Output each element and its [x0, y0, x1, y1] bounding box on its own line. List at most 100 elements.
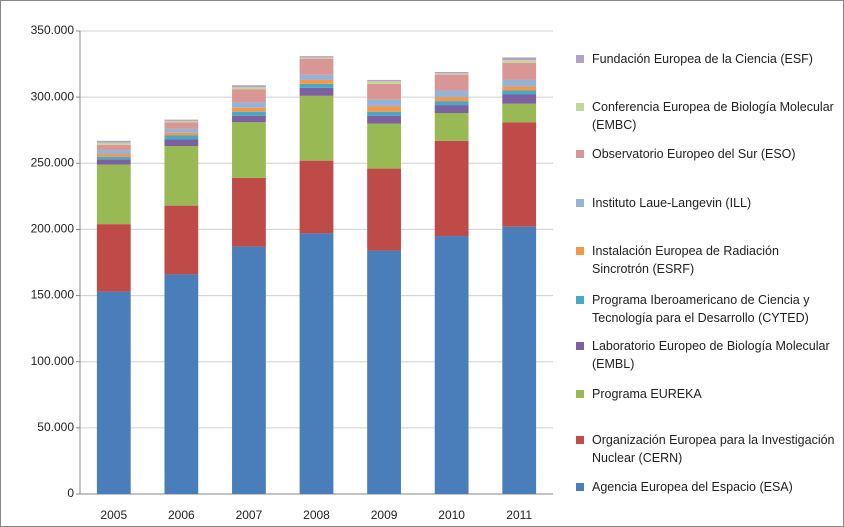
bar-segment [96, 159, 131, 165]
bar-segment [232, 115, 266, 123]
bar-segment [434, 105, 469, 114]
bar-segment [502, 79, 537, 87]
legend-item: Organización Europea para la Investigaci… [576, 431, 838, 467]
bar-segment [164, 132, 199, 136]
bar-segment [164, 128, 199, 133]
bar-segment [232, 107, 266, 112]
legend-item: Instituto Laue-Langevin (ILL) [576, 194, 838, 212]
bar-segment [502, 103, 537, 123]
bar-segment [232, 89, 266, 103]
x-tick-label: 2009 [371, 508, 398, 522]
y-tick-label: 50.000 [37, 420, 74, 434]
bar-segment [164, 205, 199, 275]
bar-segment [502, 60, 537, 63]
bar-segment [299, 74, 334, 80]
legend-swatch [576, 483, 584, 491]
bar-segment [299, 79, 334, 84]
legend-swatch [576, 150, 584, 158]
bar-segment [232, 87, 266, 90]
bar-segment [96, 224, 131, 292]
legend-label: Laboratorio Europeo de Biología Molecula… [592, 339, 830, 371]
bar-segment [434, 72, 469, 74]
legend-item: Observatorio Europeo del Sur (ESO) [576, 145, 838, 163]
bar-segment [299, 83, 334, 88]
y-tick-label: 100.000 [31, 354, 75, 368]
legend-label: Instalación Europea de Radiación Sincrot… [592, 244, 779, 276]
legend-label: Programa Iberoamericano de Ciencia y Tec… [592, 293, 810, 325]
legend-item: Programa Iberoamericano de Ciencia y Tec… [576, 291, 838, 327]
legend-swatch [576, 296, 584, 304]
legend-label: Agencia Europea del Espacio (ESA) [592, 480, 793, 494]
x-tick-label: 2010 [438, 508, 465, 522]
legend-item: Programa EUREKA [576, 385, 838, 403]
x-tick-label: 2006 [168, 508, 195, 522]
legend-label: Fundación Europea de la Ciencia (ESF) [592, 52, 813, 66]
legend-swatch [576, 390, 584, 398]
x-tick-label: 2005 [100, 508, 127, 522]
bar-segment [164, 120, 199, 123]
y-tick-label: 200.000 [31, 222, 75, 236]
bar-segment [367, 115, 401, 124]
y-tick-label: 250.000 [31, 155, 75, 169]
bar-segment [367, 111, 401, 116]
bar-segment [164, 274, 199, 494]
bar-segment [96, 142, 131, 145]
bar-segment [434, 113, 469, 141]
bar-segment [232, 122, 266, 178]
bar-segment [232, 111, 266, 116]
bar-segment [434, 97, 469, 102]
bar-segment [367, 168, 401, 251]
legend-swatch [576, 55, 584, 63]
legend-item: Conferencia Europea de Biología Molecula… [576, 98, 838, 134]
bar-segment [164, 122, 199, 129]
bar-segment [96, 156, 131, 160]
bar-segment [299, 233, 334, 494]
bar-segment [232, 85, 266, 88]
bar-segment [164, 135, 199, 140]
legend-swatch [576, 436, 584, 444]
y-tick-label: 0 [67, 486, 74, 500]
bar-segment [299, 58, 334, 75]
bar-segment [502, 86, 537, 91]
bar-segment [367, 79, 401, 82]
bar-segment [434, 140, 469, 237]
bar-segment [367, 250, 401, 494]
bar-segment [367, 83, 401, 100]
bar-segment [299, 87, 334, 96]
y-tick-label: 150.000 [31, 288, 75, 302]
bar-segment [164, 119, 199, 121]
bar-segment [434, 90, 469, 98]
bar-segment [232, 177, 266, 247]
legend-label: Organización Europea para la Investigaci… [592, 433, 835, 465]
legend-swatch [576, 199, 584, 207]
bar-segment [299, 95, 334, 161]
bar-segment [434, 73, 469, 75]
bar-segment [96, 140, 131, 143]
legend-label: Programa EUREKA [592, 387, 702, 401]
bar-segment [502, 90, 537, 95]
bar-segment [299, 57, 334, 59]
bar-segment [96, 291, 131, 494]
bar-segment [232, 246, 266, 494]
legend-label: Instituto Laue-Langevin (ILL) [592, 196, 752, 210]
legend-swatch [576, 342, 584, 350]
bar-segment [299, 160, 334, 234]
x-tick-label: 2011 [506, 508, 532, 522]
x-tick-label: 2007 [236, 508, 263, 522]
y-tick-label: 350.000 [31, 23, 75, 37]
legend-label: Observatorio Europeo del Sur (ESO) [592, 147, 796, 161]
bar-segment [367, 81, 401, 84]
bar-segment [96, 154, 131, 157]
bar-segment [232, 102, 266, 108]
bar-segment [502, 57, 537, 61]
legend-item: Laboratorio Europeo de Biología Molecula… [576, 337, 838, 373]
legend-swatch [576, 103, 584, 111]
legend-label: Conferencia Europea de Biología Molecula… [592, 100, 834, 132]
bar-segment [434, 101, 469, 106]
bar-segment [502, 122, 537, 227]
bar-segment [164, 146, 199, 206]
bar-segment [96, 150, 131, 155]
bar-segment [96, 164, 131, 225]
bar-segment [367, 123, 401, 169]
bar-segment [502, 62, 537, 80]
